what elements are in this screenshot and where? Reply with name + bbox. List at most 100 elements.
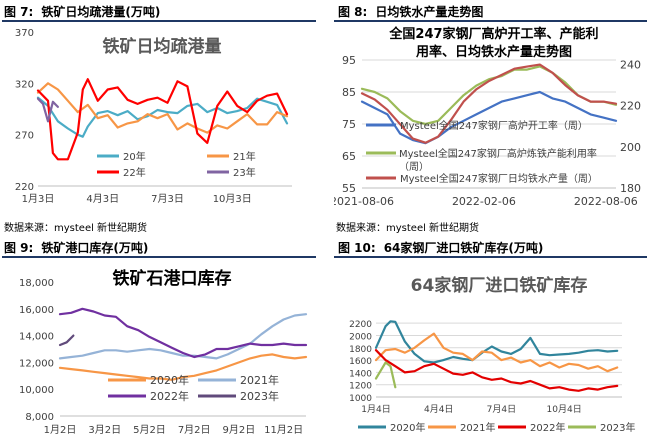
x-tick-label: 5月2日: [133, 424, 166, 436]
figure-7-rule: [2, 20, 316, 22]
y2-tick-label: 240: [620, 59, 641, 72]
x-tick-label: 1月4日: [361, 404, 390, 415]
series-line-4: [36, 97, 60, 123]
y2-tick-label: 200: [620, 141, 641, 154]
figure-8-caption: 图 8: 日均铁水产量走势图: [338, 3, 483, 20]
y-tick-label: 270: [15, 131, 34, 142]
legend-label: Mysteel全国247家钢厂日均铁水产量（周）: [400, 172, 598, 185]
figure-9-label: 图 9:: [4, 241, 34, 255]
x-tick-label: 2021-08-06: [334, 195, 394, 208]
chart-title: 铁矿石港口库存: [113, 268, 232, 289]
x-tick-label: 7月2日: [178, 424, 211, 436]
chart-title: 铁矿日均疏港量: [103, 36, 222, 57]
y-tick-label: 1400: [349, 369, 372, 379]
legend-label: 2023年: [240, 389, 279, 403]
figure-10-chart: 1000 1200 1400 1600 1800 2000 2200 1月4日 4月4日 7月4日…: [334, 260, 647, 440]
y-tick-label: 95: [342, 54, 356, 67]
legend-label: 2020年: [150, 373, 189, 387]
legend-label: 2022年: [150, 389, 189, 403]
x-tick-label: 4月3日: [86, 193, 119, 205]
figure-10-caption: 图 10: 64家钢厂进口铁矿库存(万吨): [338, 239, 543, 256]
figure-8-chart: 55 65 75 85 95 180 200 220 240 2021-08-06 2022-02-…: [334, 24, 647, 216]
y-tick-label: 1000: [349, 394, 372, 404]
legend-label: 21年: [233, 150, 256, 163]
y-tick-label: 8,000: [25, 412, 54, 423]
legend-label: 2021年: [460, 421, 495, 434]
x-tick-label: 4月4日: [424, 404, 453, 415]
figure-7-title: 铁矿日均疏港量(万吨): [41, 5, 161, 19]
figure-10-label: 图 10:: [338, 241, 376, 255]
chart-background: [2, 24, 316, 216]
y-tick-label: 14,000: [19, 332, 54, 343]
x-tick-label: 9月2日: [223, 424, 256, 436]
legend-label: 2021年: [240, 373, 279, 387]
figure-9-chart: 8,000 10,000 12,000 14,000 16,000 18,000 1月2日 3…: [2, 260, 316, 440]
y-tick-label: 18,000: [19, 278, 54, 289]
figure-8-rule: [334, 20, 647, 22]
figure-9-title: 铁矿港口库存(万吨): [41, 241, 149, 255]
figure-10-rule: [334, 256, 647, 258]
figure-7-label: 图 7:: [4, 5, 34, 19]
y-tick-label: 1800: [349, 345, 372, 355]
x-tick-label: 2022-08-06: [574, 195, 638, 208]
series-line-2: [374, 332, 619, 373]
y-tick-label: 370: [15, 28, 34, 39]
chart-title-line: 用率、日均铁水产量走势图: [415, 44, 572, 60]
x-tick-label: 11月2日: [264, 424, 303, 436]
legend-label-cont: （周）: [399, 161, 429, 173]
figure-10-title: 64家钢厂进口铁矿库存(万吨): [383, 241, 544, 255]
x-tick-label: 7月3日: [151, 193, 184, 205]
figure-8-label: 图 8:: [338, 5, 368, 19]
y-tick-label: 2000: [349, 332, 372, 342]
y2-tick-label: 180: [620, 182, 641, 195]
figure-8-title: 日均铁水产量走势图: [375, 5, 484, 19]
x-tick-label: 10月4日: [547, 404, 582, 415]
series-line-4: [58, 334, 75, 347]
y-tick-label: 55: [342, 182, 356, 195]
series-line-3: [58, 307, 308, 359]
chart-background: [334, 24, 647, 216]
legend-label: Mysteel全国247家钢厂高炉炼铁产能利用率: [399, 147, 597, 160]
series-line-3: [36, 78, 289, 161]
x-tick-label: 1月2日: [44, 424, 77, 436]
series-line-3: [360, 63, 618, 144]
y-tick-label: 12,000: [19, 358, 54, 369]
figure-9-caption: 图 9: 铁矿港口库存(万吨): [4, 239, 148, 256]
legend-label: 23年: [233, 166, 256, 179]
figure-9-rule: [2, 256, 316, 258]
x-tick-label: 2022-02-06: [452, 195, 516, 208]
legend-label: 2022年: [530, 421, 565, 434]
y-tick-label: 10,000: [19, 385, 54, 396]
series-line-1: [58, 353, 308, 381]
y-tick-label: 1600: [349, 357, 372, 367]
legend-label: 20年: [123, 150, 146, 163]
legend-label: 22年: [123, 166, 146, 179]
figure-8-source: 数据来源：mysteel 新世纪期货: [336, 223, 480, 234]
series-line-1: [374, 320, 619, 364]
series-line-1: [360, 90, 618, 145]
chart-title: 64家钢厂进口铁矿库存: [411, 275, 588, 296]
series-line-3: [374, 349, 619, 392]
y-tick-label: 65: [342, 150, 356, 163]
series-line-4: [374, 361, 397, 389]
x-tick-label: 3月2日: [88, 424, 121, 436]
y-tick-label: 75: [342, 118, 356, 131]
legend-label: 2023年: [600, 421, 635, 434]
series-line-2: [58, 313, 308, 360]
y-tick-label: 85: [342, 86, 356, 99]
y-tick-label: 320: [15, 79, 34, 90]
y-tick-label: 220: [15, 182, 34, 193]
y2-tick-label: 220: [620, 100, 641, 113]
legend-label: Mysteel全国247家钢厂高炉开工率（周）: [400, 119, 588, 132]
y-tick-label: 16,000: [19, 305, 54, 316]
x-tick-label: 10月3日: [213, 193, 252, 205]
x-tick-label: 1月3日: [22, 193, 55, 205]
figure-7-chart: 220 270 320 370 1月3日 4月3日 7月3日 10月3日 铁矿日均疏港量 20年 2…: [2, 24, 316, 216]
y-tick-label: 1200: [349, 382, 372, 392]
x-tick-label: 7月4日: [487, 404, 516, 415]
chart-title-line: 全国247家钢厂高炉开工率、产能利: [388, 26, 598, 42]
figure-7-source: 数据来源：mysteel 新世纪期货: [4, 223, 148, 234]
y-tick-label: 2200: [349, 320, 372, 330]
legend-label: 2020年: [390, 421, 425, 434]
figure-7-caption: 图 7: 铁矿日均疏港量(万吨): [4, 3, 160, 20]
